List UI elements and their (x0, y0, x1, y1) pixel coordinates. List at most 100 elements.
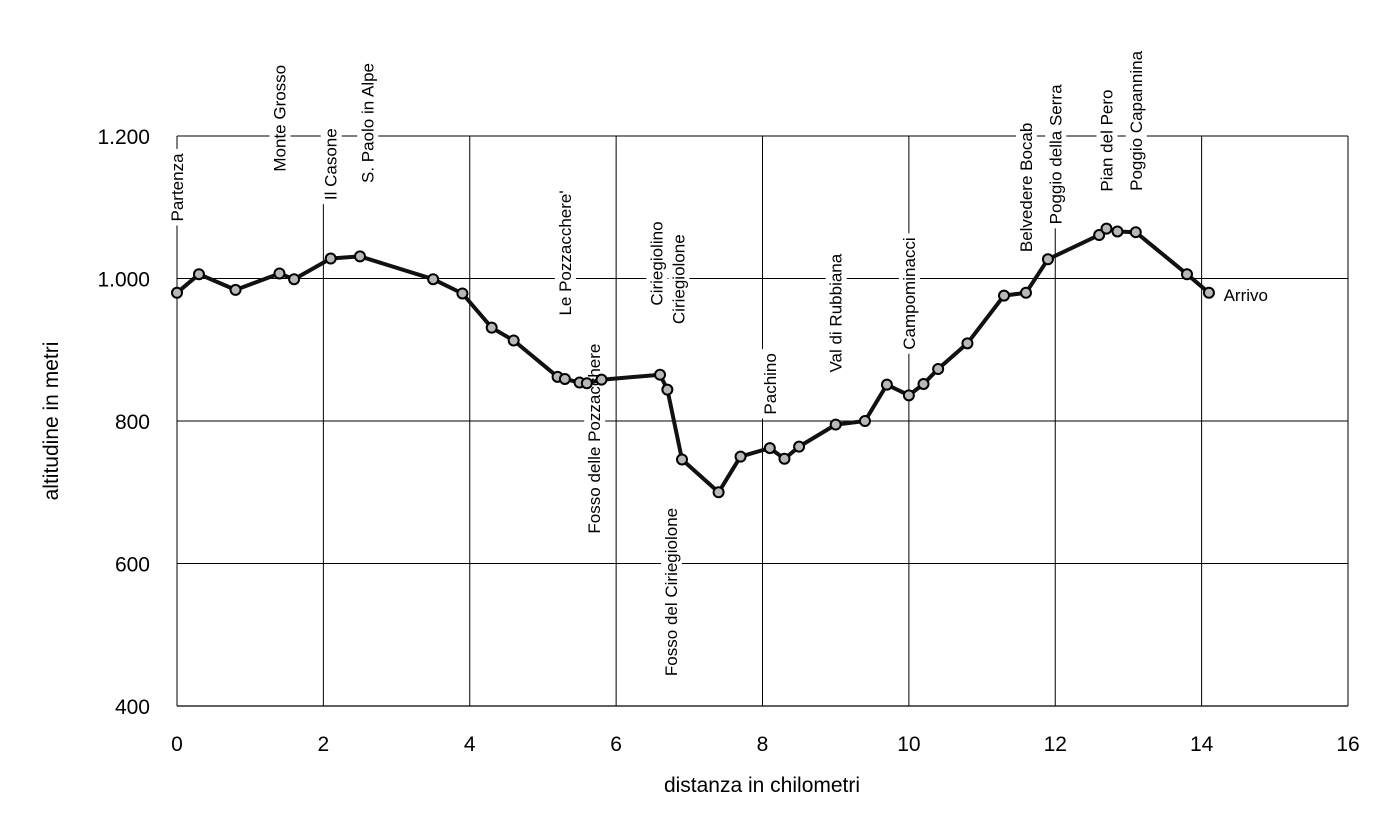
altitude-point (229, 283, 242, 296)
place-label-group: Monte Grosso (269, 60, 291, 176)
altitude-point (507, 334, 520, 347)
altitude-point (595, 373, 608, 386)
place-label-background (759, 349, 781, 419)
place-label-background (646, 217, 668, 310)
place-label-group: Val di Rubbiana (825, 249, 847, 377)
place-label-background (584, 339, 606, 538)
place-label-group: Ciriegiolino (646, 217, 668, 310)
place-label-group: Campominacci (898, 233, 920, 354)
place-label: Fosso delle Pozzacchere (585, 344, 604, 534)
place-label: Poggio della Serra (1046, 84, 1065, 224)
place-label-background (554, 186, 576, 320)
altitude-point (961, 337, 974, 350)
altitude-point (1019, 286, 1032, 299)
place-label-background (898, 233, 920, 354)
place-label-background (825, 249, 847, 377)
altitude-point (288, 273, 301, 286)
altitude-point (998, 289, 1011, 302)
y-tick-label: 800 (115, 411, 150, 434)
x-tick-label: 14 (1190, 733, 1214, 756)
altitude-point (273, 267, 286, 280)
place-label-background (668, 230, 690, 329)
altitude-point (712, 486, 725, 499)
x-axis-title: distanza in chilometri (664, 774, 860, 797)
place-label-background (1015, 118, 1037, 257)
altitude-point (858, 415, 871, 427)
place-label-group: Fosso del Ciriegiolone (661, 503, 683, 681)
place-label-group: Fosso delle Pozzacchere (584, 339, 606, 538)
altitude-point (734, 450, 747, 463)
altitude-point (1111, 225, 1124, 238)
altitude-point (661, 383, 674, 396)
place-label: Pian del Pero (1097, 89, 1116, 191)
x-tick-label: 8 (757, 733, 769, 756)
place-label-background (357, 58, 379, 188)
altitude-point (793, 440, 806, 453)
place-label: Il Casone (322, 128, 341, 200)
altitude-point (763, 442, 776, 455)
place-label-background (1125, 46, 1147, 195)
altitude-point (558, 372, 571, 385)
altitude-series (171, 222, 1215, 499)
place-label: S. Paolo in Alpe (358, 63, 377, 183)
place-label: Pachino (761, 353, 780, 414)
altitude-point (932, 362, 945, 375)
place-label: Fosso del Ciriegiolone (662, 508, 681, 676)
x-tick-label: 6 (610, 733, 622, 756)
place-label: Ciriegiolino (647, 221, 666, 305)
altitude-point (171, 286, 183, 299)
altitude-point (1202, 286, 1215, 299)
altitude-point (427, 273, 440, 286)
place-label-background (167, 148, 188, 226)
altitude-point (917, 377, 930, 390)
altitude-point (1093, 229, 1106, 242)
altitude-point (1180, 268, 1193, 281)
y-tick-label: 400 (115, 696, 150, 719)
altitude-point (778, 452, 791, 465)
place-label-group: Le Pozzacchere' (554, 186, 576, 320)
axes: 400 600 800 1.000 1.200 0 2 4 6 8 10 12 14 16 (97, 126, 1359, 756)
altitude-point (353, 250, 366, 263)
place-label-background (661, 503, 683, 681)
place-label-background (269, 60, 291, 176)
place-label-group: Pachino (759, 349, 781, 419)
altitude-point (192, 268, 205, 281)
x-tick-label: 2 (318, 733, 330, 756)
place-label-group: Poggio della Serra (1045, 79, 1067, 229)
grid (176, 135, 1349, 706)
place-labels: Partenza Monte Grosso Il Casone S. Paolo in… (167, 46, 1272, 681)
place-label: Arrivo (1224, 286, 1268, 305)
place-label-group: Ciriegiolone (668, 230, 690, 329)
altitude-point (324, 252, 337, 265)
altitude-point (880, 378, 893, 391)
altitude-point (1100, 222, 1113, 235)
altitude-point (580, 377, 593, 390)
place-label: Campominacci (900, 237, 919, 349)
place-label: Val di Rubbiana (827, 253, 846, 372)
y-tick-label: 1.200 (97, 126, 150, 149)
x-tick-label: 12 (1044, 733, 1067, 756)
place-label-group: Poggio Capannina (1125, 46, 1147, 195)
x-tick-label: 4 (464, 733, 476, 756)
y-tick-label: 1.000 (97, 269, 150, 292)
place-label-background (320, 124, 342, 205)
altitude-point (654, 368, 667, 381)
x-tick-label: 0 (171, 733, 183, 756)
place-label: Belvedere Bocab (1017, 123, 1036, 252)
place-label: Monte Grosso (270, 65, 289, 172)
altitude-line (175, 226, 1211, 495)
altitude-point (485, 321, 498, 334)
place-label-group: Partenza (167, 148, 188, 226)
altitude-point (902, 389, 915, 402)
place-label-group: Belvedere Bocab (1015, 118, 1037, 257)
place-label-group: Pian del Pero (1096, 85, 1118, 196)
altitude-point (456, 287, 469, 300)
place-label-group: Arrivo (1219, 284, 1272, 306)
place-label: Partenza (168, 153, 187, 222)
x-tick-label: 16 (1336, 733, 1359, 756)
place-label-background (1045, 79, 1067, 229)
place-label-group: Il Casone (320, 124, 342, 205)
altitude-point (1041, 253, 1054, 266)
place-label: Ciriegiolone (669, 234, 688, 324)
